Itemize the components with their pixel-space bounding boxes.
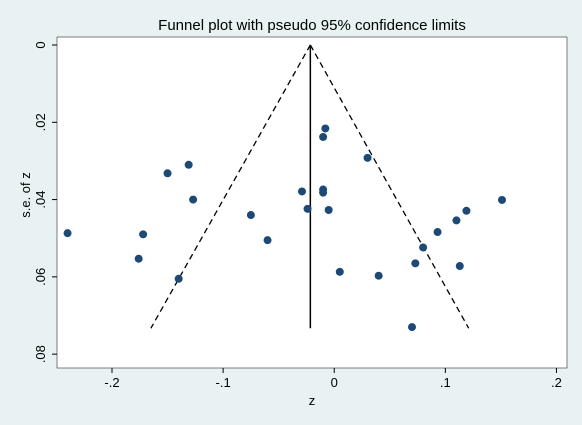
data-point [452, 216, 461, 225]
data-point [462, 206, 471, 215]
data-point [411, 259, 420, 268]
data-point [433, 228, 442, 237]
chart-title: Funnel plot with pseudo 95% confidence l… [158, 17, 466, 34]
data-point [408, 323, 416, 332]
right-confidence-limit-line [309, 44, 470, 329]
y-tick-label: 0 [33, 41, 48, 48]
y-tick-label: .02 [33, 113, 48, 131]
data-point [189, 195, 198, 204]
data-point [134, 254, 143, 263]
data-point [263, 236, 272, 245]
data-point [363, 153, 372, 162]
plot-area [56, 36, 568, 369]
x-tick-label: .2 [551, 375, 562, 390]
y-tick-label: .06 [33, 268, 48, 286]
y-tick-label: .04 [33, 191, 48, 209]
data-point [335, 267, 344, 276]
data-point [163, 169, 172, 178]
x-tick-label: 0 [331, 375, 338, 390]
data-point [184, 160, 193, 169]
data-point [319, 132, 328, 141]
data-point [374, 271, 383, 280]
data-point [63, 229, 72, 238]
data-point [139, 230, 148, 239]
x-tick-label: .1 [440, 375, 451, 390]
x-tick-label: -.2 [104, 375, 119, 390]
data-point [298, 187, 306, 196]
data-point [419, 243, 428, 252]
x-tick-label: -.1 [216, 375, 231, 390]
data-point [303, 204, 312, 213]
data-point [174, 274, 183, 283]
data-point [246, 211, 255, 220]
points-layer [63, 124, 506, 332]
data-point [324, 206, 333, 215]
data-point [455, 262, 464, 271]
data-point [319, 188, 328, 197]
data-point [321, 124, 330, 133]
x-axis-title: z [309, 393, 316, 408]
data-point [498, 195, 506, 204]
y-axis-title: s.e. of z [18, 172, 33, 218]
y-tick-label: .08 [33, 345, 48, 363]
ticks-layer: -.2 -.1 0 .1 .2 0 .02 .04 .06 .08 [33, 41, 562, 390]
